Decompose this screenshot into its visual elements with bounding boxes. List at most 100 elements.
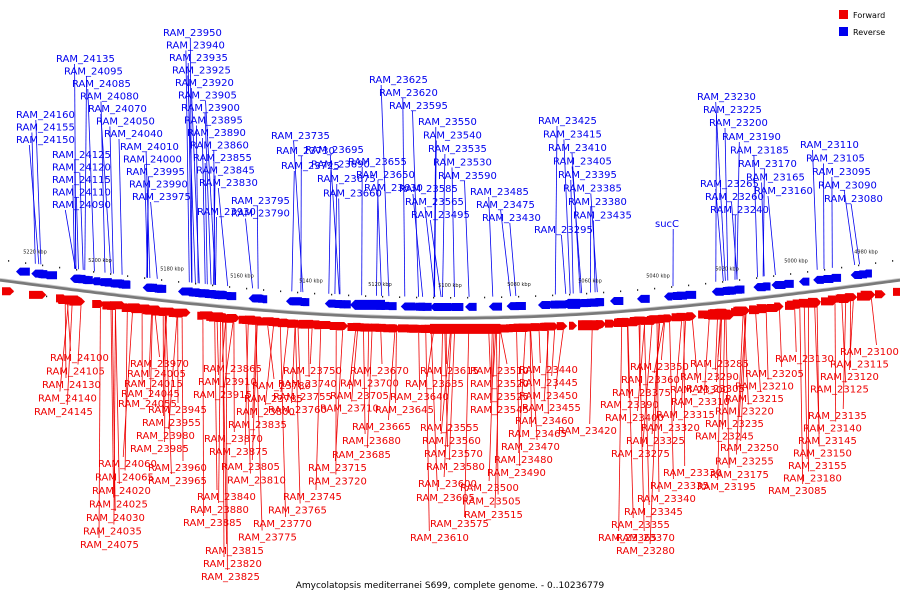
forward-gene-label[interactable]: RAM_23685 <box>332 450 391 461</box>
reverse-gene-label[interactable]: RAM_24155 <box>16 123 75 134</box>
forward-gene-label[interactable]: RAM_23865 <box>203 364 262 375</box>
forward-gene-label[interactable]: RAM_24030 <box>86 513 145 524</box>
forward-gene-label[interactable]: RAM_24100 <box>50 353 109 364</box>
forward-gene-label[interactable]: RAM_23815 <box>205 546 264 557</box>
forward-gene-label[interactable]: RAM_23215 <box>725 394 784 405</box>
forward-gene-label[interactable]: RAM_23740 <box>278 379 337 390</box>
reverse-gene-label[interactable]: RAM_23845 <box>196 166 255 177</box>
reverse-gene-arrow[interactable] <box>143 284 152 292</box>
reverse-gene-label[interactable]: RAM_23095 <box>812 167 871 178</box>
reverse-gene-label[interactable]: RAM_23860 <box>190 141 249 152</box>
forward-gene-label[interactable]: RAM_23320 <box>641 423 700 434</box>
reverse-gene-label[interactable]: RAM_23190 <box>722 132 781 143</box>
reverse-gene-label[interactable]: RAM_23695 <box>305 145 364 156</box>
forward-gene-label[interactable]: RAM_23515 <box>464 510 523 521</box>
reverse-gene-label[interactable]: RAM_23735 <box>271 131 330 142</box>
forward-gene-label[interactable]: RAM_23390 <box>600 400 659 411</box>
forward-gene-label[interactable]: RAM_23825 <box>201 572 260 583</box>
forward-gene-arrow[interactable] <box>29 291 46 299</box>
forward-gene-label[interactable]: RAM_23285 <box>690 359 749 370</box>
forward-gene-label[interactable]: RAM_23610 <box>410 533 469 544</box>
reverse-gene-label[interactable]: RAM_24125 <box>52 150 111 161</box>
reverse-gene-label[interactable]: RAM_23620 <box>379 88 438 99</box>
forward-gene-label[interactable]: RAM_23175 <box>710 470 769 481</box>
forward-gene-label[interactable]: RAM_23470 <box>501 442 560 453</box>
forward-gene-label[interactable]: RAM_23955 <box>142 418 201 429</box>
forward-gene-label[interactable]: RAM_23235 <box>705 419 764 430</box>
forward-gene-label[interactable]: RAM_23375 <box>612 388 671 399</box>
reverse-gene-label[interactable]: RAM_23595 <box>389 101 448 112</box>
reverse-gene-label[interactable]: RAM_23550 <box>418 117 477 128</box>
forward-gene-label[interactable]: RAM_23805 <box>221 462 280 473</box>
reverse-gene-label[interactable]: RAM_24040 <box>104 129 163 140</box>
reverse-gene-label[interactable]: RAM_23425 <box>538 116 597 127</box>
forward-gene-label[interactable]: RAM_23555 <box>420 423 479 434</box>
reverse-gene-label[interactable]: RAM_23650 <box>356 170 415 181</box>
reverse-gene-label[interactable]: RAM_23485 <box>470 187 529 198</box>
forward-gene-label[interactable]: RAM_23545 <box>470 405 529 416</box>
forward-gene-arrow[interactable] <box>335 322 348 330</box>
forward-gene-label[interactable]: RAM_23840 <box>197 492 256 503</box>
forward-gene-label[interactable]: RAM_23505 <box>462 497 521 508</box>
reverse-gene-arrow[interactable] <box>664 293 672 301</box>
forward-gene-arrow[interactable] <box>708 310 735 320</box>
reverse-gene-label[interactable]: RAM_23975 <box>132 192 191 203</box>
reverse-gene-arrow[interactable] <box>754 283 765 291</box>
forward-gene-label[interactable]: RAM_23710 <box>320 404 379 415</box>
reverse-gene-label[interactable]: RAM_23900 <box>181 103 240 114</box>
forward-gene-label[interactable]: RAM_23125 <box>810 385 869 396</box>
reverse-gene-label[interactable]: RAM_23830 <box>199 178 258 189</box>
forward-gene-label[interactable]: RAM_24060 <box>98 459 157 470</box>
forward-gene-label[interactable]: RAM_23115 <box>830 360 889 371</box>
reverse-gene-label[interactable]: RAM_23430 <box>482 213 541 224</box>
reverse-gene-label[interactable]: RAM_23380 <box>568 197 627 208</box>
forward-gene-label[interactable]: RAM_23440 <box>519 365 578 376</box>
reverse-gene-label[interactable]: RAM_23170 <box>738 159 797 170</box>
forward-gene-arrow[interactable] <box>430 324 505 334</box>
forward-gene-label[interactable]: RAM_23760 <box>268 405 327 416</box>
forward-gene-label[interactable]: RAM_23210 <box>735 382 794 393</box>
forward-gene-label[interactable]: RAM_23875 <box>209 447 268 458</box>
forward-gene-label[interactable]: RAM_23290 <box>680 372 739 383</box>
forward-gene-arrow[interactable] <box>569 322 577 330</box>
forward-gene-label[interactable]: RAM_23100 <box>840 347 899 358</box>
reverse-gene-label[interactable]: RAM_23090 <box>818 181 877 192</box>
reverse-gene-label[interactable]: RAM_23185 <box>730 146 789 157</box>
reverse-gene-label[interactable]: RAM_23540 <box>423 131 482 142</box>
reverse-gene-label[interactable]: RAM_24000 <box>123 155 182 166</box>
forward-gene-label[interactable]: RAM_23450 <box>519 391 578 402</box>
reverse-gene-label[interactable]: RAM_24050 <box>96 117 155 128</box>
forward-gene-arrow[interactable] <box>557 322 568 330</box>
forward-gene-label[interactable]: RAM_23455 <box>522 403 581 414</box>
reverse-gene-label[interactable]: RAM_24110 <box>52 188 111 199</box>
reverse-gene-arrow[interactable] <box>16 268 30 276</box>
reverse-gene-label[interactable]: RAM_23435 <box>573 211 632 222</box>
forward-gene-label[interactable]: RAM_23120 <box>820 372 879 383</box>
reverse-gene-label[interactable]: RAM_23165 <box>746 173 805 184</box>
forward-gene-label[interactable]: RAM_23985 <box>130 444 189 455</box>
reverse-gene-arrow[interactable] <box>712 288 724 296</box>
forward-gene-label[interactable]: RAM_23250 <box>720 443 779 454</box>
reverse-gene-arrow[interactable] <box>610 297 623 305</box>
reverse-gene-arrow[interactable] <box>350 300 385 310</box>
forward-gene-label[interactable]: RAM_23220 <box>715 407 774 418</box>
reverse-gene-arrow[interactable] <box>489 303 502 311</box>
reverse-gene-label[interactable]: RAM_24070 <box>88 104 147 115</box>
forward-gene-arrow[interactable] <box>173 309 190 317</box>
forward-gene-label[interactable]: RAM_23445 <box>519 378 578 389</box>
reverse-gene-label[interactable]: RAM_23535 <box>428 144 487 155</box>
forward-gene-label[interactable]: RAM_23635 <box>405 379 464 390</box>
forward-gene-label[interactable]: RAM_23355 <box>611 520 670 531</box>
forward-gene-label[interactable]: RAM_23275 <box>611 449 670 460</box>
forward-gene-label[interactable]: RAM_23980 <box>136 431 195 442</box>
reverse-gene-label[interactable]: RAM_24135 <box>56 54 115 65</box>
forward-gene-arrow[interactable] <box>227 314 240 322</box>
reverse-gene-label[interactable]: RAM_23950 <box>163 28 222 39</box>
forward-gene-label[interactable]: RAM_23645 <box>375 405 434 416</box>
forward-gene-label[interactable]: RAM_23255 <box>715 457 774 468</box>
forward-gene-label[interactable]: RAM_24130 <box>42 380 101 391</box>
forward-gene-label[interactable]: RAM_23155 <box>788 461 847 472</box>
reverse-gene-label[interactable]: RAM_23405 <box>553 157 612 168</box>
reverse-gene-label[interactable]: RAM_23895 <box>184 116 243 127</box>
forward-gene-label[interactable]: RAM_23245 <box>695 432 754 443</box>
